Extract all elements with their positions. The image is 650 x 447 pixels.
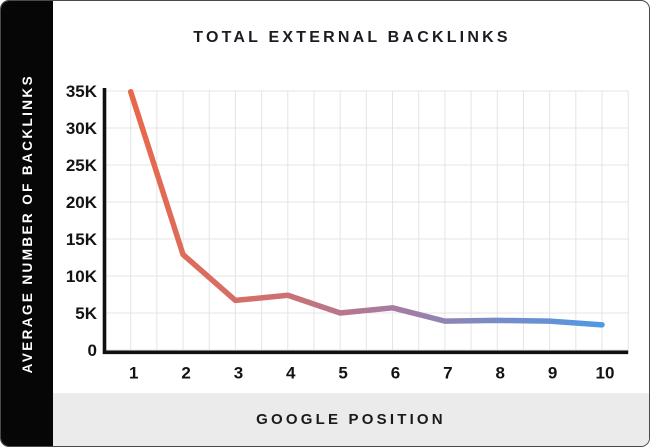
x-tick-label: 8	[496, 364, 505, 383]
x-tick-label: 6	[391, 364, 400, 383]
y-axis-banner: AVERAGE NUMBER OF BACKLINKS	[1, 1, 53, 446]
x-axis-banner-label: GOOGLE POSITION	[256, 411, 446, 428]
x-tick-label: 3	[234, 364, 243, 383]
x-axis-banner: GOOGLE POSITION	[53, 393, 649, 446]
x-tick-label: 1	[129, 364, 138, 383]
x-tick-label: 10	[596, 364, 615, 383]
y-tick-label: 15K	[66, 230, 98, 249]
chart-title: TOTAL EXTERNAL BACKLINKS	[193, 29, 511, 46]
x-tick-label: 9	[548, 364, 557, 383]
y-tick-label: 30K	[66, 119, 98, 138]
y-tick-label: 35K	[66, 82, 98, 101]
axis-line	[102, 88, 629, 355]
x-tick-label: 2	[181, 364, 190, 383]
y-tick-label: 25K	[66, 156, 98, 175]
backlinks-line	[127, 88, 605, 328]
y-tick-label: 0	[88, 341, 97, 360]
y-tick-label: 10K	[66, 267, 98, 286]
x-tick-label: 4	[286, 364, 296, 383]
x-tick-label: 5	[338, 364, 347, 383]
y-tick-label: 5K	[75, 304, 97, 323]
y-tick-label: 20K	[66, 193, 98, 212]
x-tick-label: 7	[443, 364, 452, 383]
